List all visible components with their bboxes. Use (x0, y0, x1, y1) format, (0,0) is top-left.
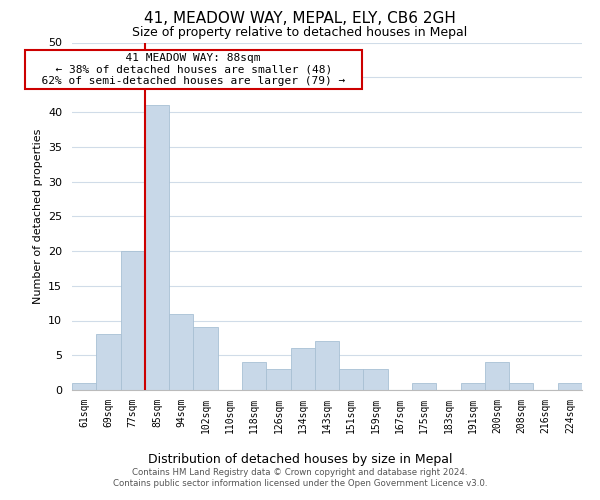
Bar (412, 383, 436, 390)
Bar (315, 342, 339, 390)
Bar (485, 362, 509, 390)
Bar (145, 105, 169, 390)
Bar (169, 314, 193, 390)
Y-axis label: Number of detached properties: Number of detached properties (32, 128, 43, 304)
Bar (509, 383, 533, 390)
Bar (339, 369, 364, 390)
Text: Contains HM Land Registry data © Crown copyright and database right 2024.
Contai: Contains HM Land Registry data © Crown c… (113, 468, 487, 487)
Text: Size of property relative to detached houses in Mepal: Size of property relative to detached ho… (133, 26, 467, 39)
Bar (121, 251, 145, 390)
Bar (558, 383, 582, 390)
Bar (266, 369, 290, 390)
Bar (461, 383, 485, 390)
Text: Distribution of detached houses by size in Mepal: Distribution of detached houses by size … (148, 452, 452, 466)
Bar (72, 383, 96, 390)
Text: 41 MEADOW WAY: 88sqm  
  ← 38% of detached houses are smaller (48)  
  62% of se: 41 MEADOW WAY: 88sqm ← 38% of detached h… (28, 53, 359, 86)
Bar (290, 348, 315, 390)
Text: 41, MEADOW WAY, MEPAL, ELY, CB6 2GH: 41, MEADOW WAY, MEPAL, ELY, CB6 2GH (144, 11, 456, 26)
Bar (96, 334, 121, 390)
Bar (364, 369, 388, 390)
Bar (242, 362, 266, 390)
Bar (193, 328, 218, 390)
